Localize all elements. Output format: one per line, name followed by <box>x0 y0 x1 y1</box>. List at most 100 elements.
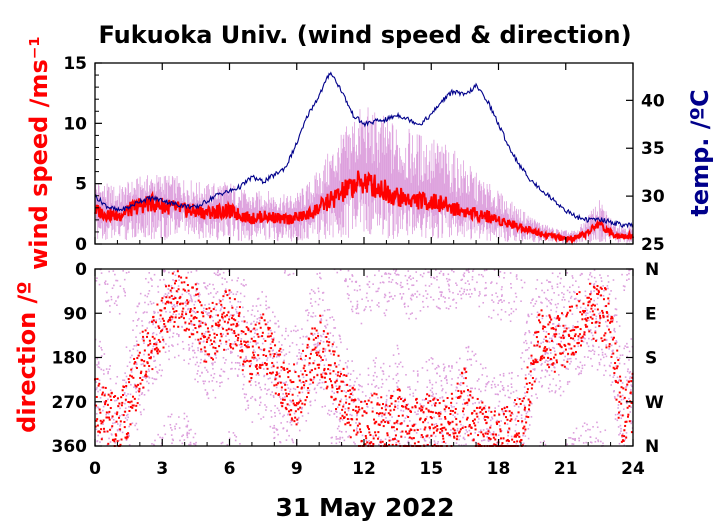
direction-mean-point <box>217 325 220 328</box>
direction-mean-point <box>290 417 293 420</box>
direction-mean-point <box>248 380 251 383</box>
direction-gust-point <box>411 438 414 441</box>
direction-gust-point <box>560 340 563 343</box>
direction-gust-point <box>596 297 599 299</box>
direction-gust-point <box>515 423 517 426</box>
direction-gust-point <box>258 382 260 384</box>
direction-gust-point <box>451 367 453 369</box>
direction-gust-point <box>439 291 441 293</box>
direction-mean-point <box>579 311 582 314</box>
direction-gust-point <box>417 410 419 412</box>
direction-mean-point <box>591 321 594 324</box>
direction-gust-point <box>178 427 181 429</box>
direction-mean-point <box>120 396 123 399</box>
direction-gust-point <box>156 370 158 373</box>
direction-gust-point <box>480 439 483 442</box>
direction-mean-point <box>453 435 456 438</box>
direction-mean-point <box>373 418 376 421</box>
direction-mean-point <box>137 354 140 357</box>
direction-mean-point <box>552 327 555 330</box>
direction-gust-point <box>387 272 390 275</box>
direction-gust-point <box>203 333 206 335</box>
direction-mean-point <box>574 326 577 329</box>
direction-gust-point <box>117 295 120 298</box>
direction-mean-point <box>442 440 445 443</box>
direction-mean-point <box>225 340 228 343</box>
direction-mean-point <box>212 308 215 311</box>
direction-mean-point <box>249 359 252 362</box>
direction-gust-point <box>292 387 295 390</box>
direction-mean-point <box>566 360 569 363</box>
direction-mean-point <box>438 402 441 405</box>
direction-gust-point <box>98 345 101 347</box>
direction-gust-point <box>566 358 569 360</box>
direction-mean-point <box>399 398 402 401</box>
direction-mean-point <box>356 424 359 427</box>
direction-mean-point <box>454 411 457 414</box>
direction-gust-point <box>513 401 515 404</box>
direction-gust-point <box>528 410 531 412</box>
direction-gust-point <box>236 306 238 308</box>
direction-gust-point <box>614 418 617 420</box>
direction-mean-point <box>530 354 533 357</box>
direction-mean-point <box>628 380 631 383</box>
hour-tick-label: 12 <box>352 459 376 479</box>
direction-mean-point <box>239 356 242 359</box>
direction-gust-point <box>247 407 250 409</box>
direction-mean-point <box>258 363 261 366</box>
direction-gust-point <box>469 296 472 298</box>
direction-mean-point <box>328 349 331 352</box>
direction-gust-point <box>380 422 382 425</box>
direction-mean-point <box>577 341 580 344</box>
direction-gust-point <box>153 310 155 313</box>
direction-mean-point <box>487 430 490 433</box>
direction-gust-point <box>436 442 439 445</box>
direction-gust-point <box>595 280 597 283</box>
direction-gust-point <box>104 392 106 395</box>
direction-gust-point <box>339 438 341 440</box>
direction-mean-point <box>471 412 474 415</box>
direction-gust-point <box>389 419 391 422</box>
direction-gust-point <box>169 311 171 313</box>
direction-gust-point <box>143 342 145 344</box>
direction-mean-point <box>562 336 565 339</box>
direction-gust-point <box>440 270 442 273</box>
direction-gust-point <box>298 352 300 354</box>
direction-mean-point <box>538 313 541 316</box>
direction-gust-point <box>194 378 196 381</box>
direction-gust-point <box>593 350 596 353</box>
direction-gust-point <box>217 274 220 277</box>
direction-gust-point <box>296 362 298 365</box>
direction-gust-point <box>612 376 615 378</box>
direction-gust-point <box>197 365 200 368</box>
direction-mean-point <box>325 336 328 339</box>
direction-mean-point <box>131 406 134 409</box>
direction-gust-point <box>171 318 174 321</box>
direction-mean-point <box>189 308 192 311</box>
direction-mean-point <box>305 379 308 382</box>
direction-gust-point <box>170 434 173 436</box>
direction-mean-point <box>124 436 127 439</box>
direction-mean-point <box>520 438 523 441</box>
direction-gust-point <box>188 318 191 320</box>
direction-gust-point <box>628 350 631 353</box>
direction-mean-point <box>340 372 343 375</box>
direction-gust-point <box>594 330 597 332</box>
direction-gust-point <box>172 345 174 347</box>
direction-mean-point <box>120 438 123 441</box>
direction-mean-point <box>181 313 184 316</box>
direction-mean-point <box>624 388 627 391</box>
direction-mean-point <box>129 374 132 377</box>
direction-mean-point <box>232 347 235 350</box>
direction-gust-point <box>574 291 576 294</box>
direction-mean-point <box>440 423 443 426</box>
direction-gust-point <box>378 436 380 438</box>
direction-gust-point <box>242 383 245 386</box>
direction-mean-point <box>102 419 105 422</box>
direction-gust-point <box>347 269 350 272</box>
direction-mean-point <box>284 388 287 391</box>
direction-gust-point <box>318 349 321 352</box>
direction-gust-point <box>132 348 135 350</box>
direction-mean-point <box>364 443 367 446</box>
direction-gust-point <box>361 385 363 388</box>
